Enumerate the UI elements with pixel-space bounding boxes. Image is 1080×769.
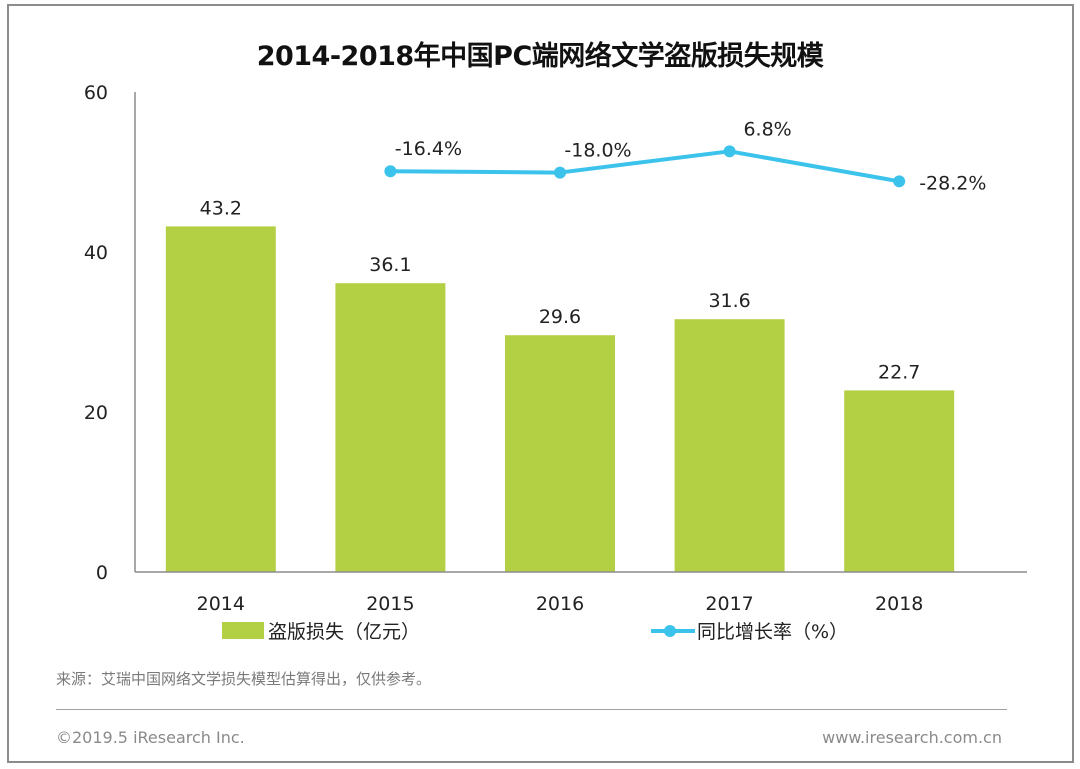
bar-value-label: 29.6 bbox=[539, 306, 581, 328]
legend-line-label: 同比增长率（%） bbox=[697, 621, 848, 643]
growth-data-labels: -16.4% -18.0% 6.8% -28.2% bbox=[395, 118, 987, 194]
legend-bar-swatch bbox=[222, 622, 264, 639]
growth-value-label: -28.2% bbox=[919, 172, 986, 194]
footer-divider bbox=[56, 709, 1007, 710]
y-tick-label: 20 bbox=[84, 402, 108, 424]
website-link[interactable]: www.iresearch.com.cn bbox=[822, 728, 1002, 747]
x-tick-label: 2014 bbox=[197, 593, 245, 615]
bar-value-label: 22.7 bbox=[878, 361, 920, 383]
bar-value-label: 36.1 bbox=[369, 254, 411, 276]
growth-line-series bbox=[384, 145, 906, 188]
growth-value-label: 6.8% bbox=[743, 118, 791, 140]
x-axis-ticks: 2014 2015 2016 2017 2018 bbox=[197, 593, 924, 615]
growth-point bbox=[554, 166, 566, 179]
growth-value-label: -18.0% bbox=[564, 140, 631, 162]
legend-bar-label: 盗版损失（亿元） bbox=[268, 621, 420, 643]
bar-data-labels: 43.2 36.1 29.6 31.6 22.7 bbox=[200, 197, 921, 383]
x-tick-label: 2015 bbox=[366, 593, 414, 615]
bar bbox=[674, 319, 785, 572]
bar bbox=[844, 390, 955, 572]
chart-title: 2014-2018年中国PC端网络文学盗版损失规模 bbox=[256, 41, 824, 72]
source-note: 来源：艾瑞中国网络文学损失模型估算得出，仅供参考。 bbox=[56, 670, 432, 688]
x-tick-label: 2017 bbox=[705, 593, 753, 615]
bar bbox=[165, 226, 276, 572]
x-tick-label: 2018 bbox=[875, 593, 923, 615]
legend-line-marker bbox=[664, 625, 676, 637]
growth-value-label: -16.4% bbox=[395, 138, 462, 160]
bar-value-label: 43.2 bbox=[200, 197, 242, 219]
y-tick-label: 60 bbox=[84, 82, 108, 104]
x-tick-label: 2016 bbox=[536, 593, 584, 615]
copyright: ©2019.5 iResearch Inc. bbox=[56, 728, 245, 747]
growth-point bbox=[384, 165, 397, 178]
bar-value-label: 31.6 bbox=[708, 290, 750, 312]
bar bbox=[505, 335, 615, 572]
bar-series bbox=[165, 226, 955, 572]
growth-point bbox=[723, 145, 736, 158]
y-tick-label: 0 bbox=[96, 562, 108, 584]
legend: 盗版损失（亿元） 同比增长率（%） bbox=[222, 621, 848, 643]
growth-line bbox=[390, 149, 900, 184]
growth-point bbox=[893, 175, 906, 188]
bar bbox=[335, 283, 446, 572]
y-tick-label: 40 bbox=[84, 242, 108, 264]
y-axis-ticks: 0 20 40 60 bbox=[84, 82, 108, 584]
slide-frame bbox=[7, 4, 1074, 763]
